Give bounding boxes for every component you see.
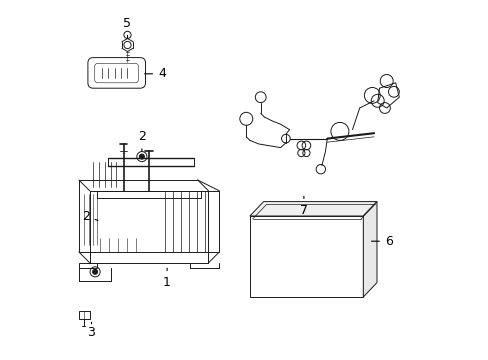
Circle shape xyxy=(139,154,144,159)
Text: 2: 2 xyxy=(138,130,145,151)
FancyBboxPatch shape xyxy=(88,58,145,88)
Polygon shape xyxy=(363,202,376,297)
Text: 6: 6 xyxy=(371,235,392,248)
Text: 5: 5 xyxy=(123,17,131,38)
Text: 4: 4 xyxy=(144,67,165,80)
Circle shape xyxy=(92,269,98,274)
Polygon shape xyxy=(249,202,376,216)
Text: 3: 3 xyxy=(87,322,95,339)
Text: 2: 2 xyxy=(81,210,98,222)
Polygon shape xyxy=(249,216,363,297)
Bar xyxy=(79,311,89,319)
Text: 7: 7 xyxy=(299,196,307,217)
Text: 1: 1 xyxy=(163,268,171,289)
